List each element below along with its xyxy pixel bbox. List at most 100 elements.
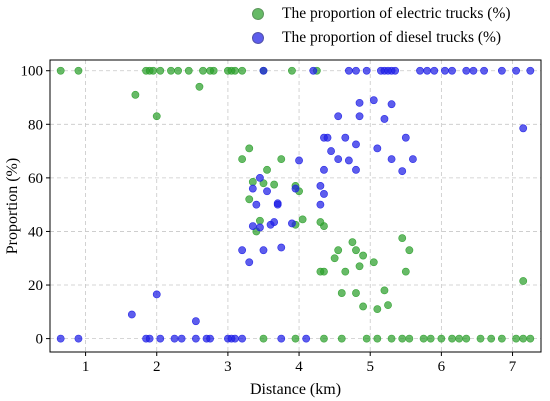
electric-point [330,254,339,263]
diesel-point [56,334,65,343]
diesel-point [263,187,271,196]
series-electric [56,66,535,343]
electric-point [519,277,528,285]
diesel-point [369,96,378,105]
diesel-point [398,167,407,176]
electric-point [156,66,165,75]
diesel-point [316,182,325,190]
series-diesel [56,66,535,343]
y-tick-label: 0 [36,332,44,348]
electric-point [341,267,350,276]
diesel-point [259,246,268,255]
diesel-point [152,290,161,299]
electric-point [256,216,264,225]
x-tick-label: 3 [224,359,232,375]
electric-point [405,246,414,255]
electric-point [320,334,328,343]
diesel-point [373,144,382,153]
grid-lines [50,60,541,352]
electric-point [355,262,364,271]
electric-point [401,267,410,276]
legend-label-electric: The proportion of electric trucks (%) [282,5,511,22]
electric-point [369,258,378,267]
diesel-point [302,334,311,343]
electric-point [184,66,193,75]
electric-point [426,334,435,343]
electric-point [387,334,396,343]
x-tick-label: 6 [438,359,446,375]
electric-point [512,334,520,343]
electric-point [455,334,464,343]
diesel-point [526,66,535,75]
diesel-point [391,66,400,75]
electric-point [238,155,247,164]
electric-point [352,289,360,297]
diesel-point [245,258,254,267]
y-tick-label: 80 [28,117,43,133]
y-axis-label: Proportion (%) [4,158,21,254]
diesel-point [344,66,353,75]
diesel-point [480,66,488,75]
diesel-point [191,334,200,343]
diesel-point [320,133,328,142]
electric-point [337,289,346,297]
diesel-point [177,334,186,343]
diesel-point [401,133,410,142]
electric-point [270,180,279,189]
electric-point [337,334,346,343]
diesel-point [352,140,360,149]
diesel-point [387,100,396,109]
x-tick-label: 2 [153,359,161,375]
diesel-point [355,98,364,107]
x-axis-ticks: 1 2 3 4 5 6 7 [82,352,517,375]
diesel-point [416,66,424,75]
electric-point [199,66,207,75]
electric-point [288,66,296,75]
electric-point [195,82,204,91]
y-tick-label: 100 [21,64,44,80]
electric-point [352,246,360,255]
diesel-point [288,219,296,228]
electric-point [245,195,254,204]
electric-point [277,155,286,164]
data-points [56,66,535,343]
diesel-point [355,112,364,121]
diesel-point [252,200,261,209]
electric-point [259,334,268,343]
diesel-point [352,66,360,75]
electric-point [320,222,328,230]
diesel-point [273,199,282,208]
electric-point [152,112,161,121]
diesel-point [170,334,179,343]
x-tick-label: 5 [366,359,374,375]
diesel-point [156,334,165,343]
diesel-point [334,112,343,121]
diesel-point [248,184,257,193]
diesel-point [387,155,396,164]
electric-point [487,334,496,343]
electric-point [348,238,357,247]
electric-point [519,334,528,343]
electric-point [174,66,182,75]
diesel-point [259,66,268,75]
diesel-point [380,115,389,123]
diesel-point [191,317,200,326]
electric-point [419,334,428,343]
diesel-point [519,124,528,133]
electric-point [398,234,407,243]
electric-point [359,302,368,311]
y-tick-label: 40 [28,224,43,240]
diesel-point [469,66,478,75]
electric-point [462,334,471,343]
diesel-point [352,165,360,174]
electric-point [149,66,158,75]
electric-point [476,334,485,343]
diesel-point [497,66,506,75]
diesel-point [362,66,371,75]
diesel-point [462,66,471,75]
electric-point [131,90,140,99]
y-axis-ticks: 0 20 40 60 80 100 [21,64,50,348]
diesel-point [256,173,264,182]
electric-point [373,334,382,343]
